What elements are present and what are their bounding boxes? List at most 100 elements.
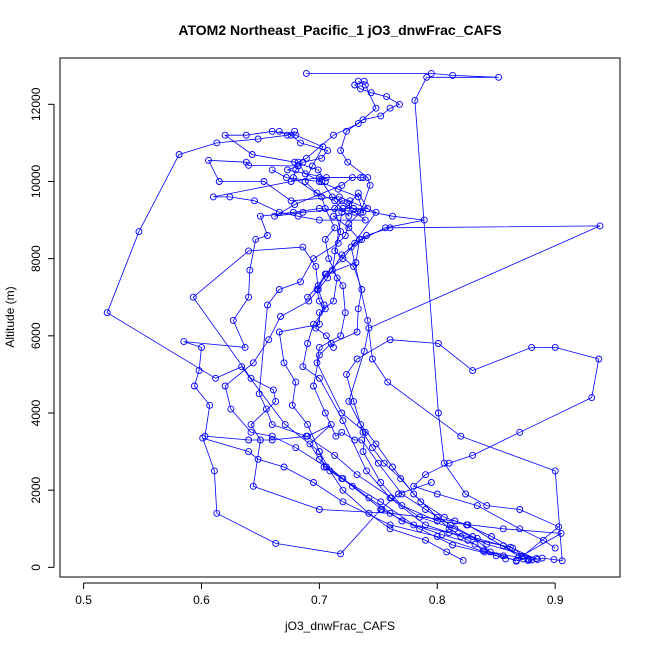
data-point-11-27 <box>386 104 394 112</box>
data-point-9-11 <box>247 374 255 382</box>
data-point-13-21 <box>516 428 524 436</box>
data-point-4-28 <box>287 178 295 185</box>
data-point-5-6 <box>398 517 406 525</box>
data-point-11-28 <box>396 100 403 108</box>
data-point-13-27 <box>473 502 481 510</box>
data-point-12-21 <box>389 212 396 220</box>
data-point-9-9 <box>272 397 280 405</box>
data-point-9-12 <box>189 293 197 301</box>
data-point-3-12 <box>427 69 435 77</box>
data-point-9-19 <box>322 332 330 340</box>
data-point-12-10 <box>227 405 235 413</box>
data-point-6-32 <box>268 127 276 135</box>
data-point-5-30 <box>359 208 367 216</box>
data-point-10-3 <box>473 534 481 542</box>
data-point-10-5 <box>410 521 418 529</box>
data-point-8-3 <box>433 533 441 540</box>
data-point-7-11 <box>292 378 300 386</box>
data-point-2-14 <box>339 282 347 290</box>
data-point-1-4 <box>558 557 566 565</box>
x-axis-label: jO3_dnwFrac_CAFS <box>284 619 395 633</box>
data-point-6-5 <box>422 506 429 513</box>
data-point-6-20 <box>331 247 339 255</box>
data-point-6-14 <box>315 351 323 359</box>
data-point-5-23 <box>245 293 253 301</box>
data-point-3-4 <box>483 502 491 510</box>
data-point-6-15 <box>327 340 335 347</box>
data-point-4-22 <box>315 216 323 224</box>
data-point-5-25 <box>252 235 260 243</box>
data-point-12-9 <box>247 428 255 436</box>
data-point-13-10 <box>359 428 367 436</box>
data-point-11-11 <box>255 390 263 398</box>
data-point-8-7 <box>280 463 288 471</box>
data-point-13-3 <box>488 533 495 540</box>
data-point-8-6 <box>310 479 317 486</box>
data-point-8-1 <box>502 555 510 563</box>
data-point-13-16 <box>469 367 477 375</box>
data-point-7-2 <box>443 548 451 556</box>
data-point-12-26 <box>294 158 302 166</box>
data-point-9-10 <box>269 386 277 394</box>
data-point-1-16 <box>205 156 212 164</box>
data-point-5-16 <box>206 401 214 409</box>
data-point-12-18 <box>358 235 366 243</box>
data-point-8-4 <box>386 521 394 529</box>
data-point-2-17 <box>345 201 353 209</box>
data-point-14-9 <box>345 397 353 405</box>
data-point-12-30 <box>372 104 380 112</box>
data-point-2-16 <box>338 208 346 216</box>
data-point-2-5 <box>398 502 406 510</box>
data-point-13-5 <box>440 513 448 521</box>
data-point-6-26 <box>331 197 339 205</box>
data-point-13-22 <box>469 451 477 459</box>
x-tick-label: 0.5 <box>75 593 92 607</box>
data-point-8-14 <box>337 550 345 558</box>
data-point-6-4 <box>446 521 454 529</box>
y-tick-label: 0 <box>29 564 43 571</box>
series-line-3 <box>306 73 560 557</box>
data-point-13-24 <box>422 471 429 479</box>
data-point-6-8 <box>358 436 366 444</box>
data-point-5-11 <box>327 421 335 429</box>
y-tick-label: 8000 <box>29 245 43 272</box>
series-line-4 <box>213 177 538 560</box>
data-point-9-7 <box>256 436 264 444</box>
data-point-6-24 <box>346 197 354 205</box>
data-point-4-3 <box>457 533 465 540</box>
data-point-7-22 <box>318 193 326 201</box>
data-point-13-23 <box>445 459 453 467</box>
data-point-12-23 <box>328 193 336 201</box>
data-point-13-4 <box>463 521 471 529</box>
x-tick-label: 0.8 <box>429 593 446 607</box>
data-point-5-9 <box>315 455 323 463</box>
data-point-5-32 <box>334 185 342 193</box>
data-point-11-32 <box>351 81 359 89</box>
data-point-10-18 <box>284 131 291 139</box>
data-point-1-19 <box>294 162 302 170</box>
data-point-2-18 <box>354 189 362 197</box>
x-tick-label: 0.7 <box>311 593 328 607</box>
data-point-3-10 <box>495 73 503 81</box>
data-point-12-17 <box>338 251 346 259</box>
series-line-11 <box>258 80 537 559</box>
data-point-7-19 <box>321 235 329 243</box>
data-point-13-29 <box>539 536 547 544</box>
data-point-14-15 <box>351 239 359 247</box>
data-point-14-17 <box>321 270 329 278</box>
series-line-5 <box>183 169 517 562</box>
data-point-11-22 <box>344 158 352 166</box>
data-point-1-20 <box>284 166 291 174</box>
y-tick-label: 10000 <box>29 164 43 198</box>
data-point-6-16 <box>353 328 361 336</box>
data-point-10-7 <box>338 475 346 483</box>
data-point-5-15 <box>201 432 209 440</box>
data-point-5-34 <box>282 174 290 182</box>
data-point-4-19 <box>330 212 337 220</box>
data-point-12-27 <box>302 154 310 162</box>
data-point-3-8 <box>411 96 419 104</box>
data-point-2-3 <box>499 525 507 533</box>
data-point-6-13 <box>310 382 317 390</box>
data-point-3-5 <box>462 490 470 498</box>
data-point-7-1 <box>459 556 467 564</box>
